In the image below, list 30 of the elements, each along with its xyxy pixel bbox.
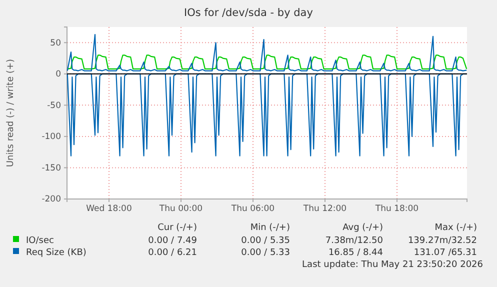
legend-label: IO/sec [26,236,54,246]
y-tick-label: 0 [56,70,61,80]
y-axis-title: Units read (-) / write (+) [6,58,16,168]
y-tick-label: -100 [42,132,61,142]
text: Last update: Thu May 21 23:50:20 2026 [302,260,484,270]
text: Cur (-/+) [158,223,197,233]
x-tick-label: Wed 18:00 [86,204,132,214]
line-series [66,54,468,70]
text: 0.00 / 5.35 [241,236,290,246]
y-tick-label: -200 [42,194,61,205]
line-series [66,34,468,72]
x-tick-label: Thu 12:00 [302,204,347,214]
chart-title: IOs for /dev/sda - by day [184,7,313,19]
text: 7.38m/12.50 [325,236,384,246]
text: Min (-/+) [250,223,290,233]
y-tick-label: 50 [50,38,61,48]
text: 139.27m/32.52 [408,236,477,246]
y-tick-label: -150 [42,163,61,174]
legend-label: Req Size (KB) [26,248,86,258]
x-tick-label: Thu 18:00 [374,204,419,214]
text: 0.00 / 5.33 [241,248,290,258]
x-tick-label: Thu 06:00 [230,204,275,214]
text: 0.00 / 6.21 [148,248,197,258]
text: 0.00 / 7.49 [148,236,198,246]
text: Avg (-/+) [342,223,383,233]
y-tick-label: -50 [47,100,61,111]
text: 16.85 / 8.44 [328,248,384,258]
x-tick-label: Thu 00:00 [158,204,203,214]
text: 131.07 /65.31 [414,248,477,258]
text: Max (-/+) [434,223,477,233]
